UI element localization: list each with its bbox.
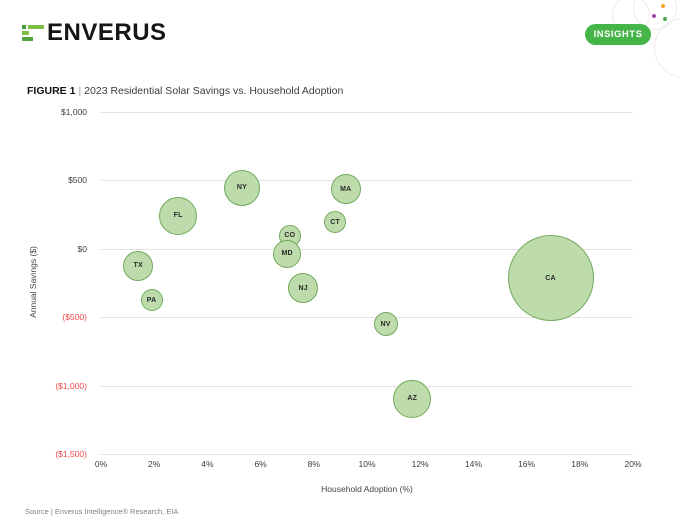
x-tick-label: 16% <box>518 459 536 469</box>
bubble-label: CA <box>545 274 556 282</box>
gridline <box>101 317 633 319</box>
bubble-ma[interactable]: MA <box>330 174 361 205</box>
bubble-ct[interactable]: CT <box>324 211 347 234</box>
x-tick-label: 10% <box>358 459 376 469</box>
gridline <box>101 385 633 387</box>
gridline <box>101 454 633 455</box>
bubble-fl[interactable]: FL <box>159 196 198 235</box>
bubble-az[interactable]: AZ <box>393 379 432 418</box>
y-tick-label: ($1,500) <box>55 449 87 459</box>
y-tick-label: ($1,000) <box>55 380 87 391</box>
bubble-nv[interactable]: NV <box>373 312 398 337</box>
decor-dot-purple <box>652 14 656 18</box>
bubble-label: NJ <box>298 284 308 292</box>
decor-dot-green <box>663 17 667 21</box>
figure-label: FIGURE 1 <box>27 85 76 97</box>
y-tick-label: $1,000 <box>61 107 87 117</box>
bubble-label: MA <box>340 185 352 193</box>
bubble-tx[interactable]: TX <box>123 250 154 281</box>
bubble-label: FL <box>173 212 183 220</box>
bubble-label: TX <box>133 262 143 270</box>
decor-dot-orange <box>661 4 665 8</box>
bubble-label: MD <box>281 250 293 258</box>
figure-title: FIGURE 1 | 2023 Residential Solar Savings … <box>27 85 343 97</box>
bubble-ca[interactable]: CA <box>507 235 594 322</box>
bubble-label: CT <box>330 218 340 226</box>
x-tick-label: 8% <box>307 459 320 469</box>
enverus-logo: ENVERUS <box>22 21 167 45</box>
y-tick-label: $0 <box>77 243 87 254</box>
x-tick-label: 14% <box>464 459 482 469</box>
x-tick-label: 18% <box>571 459 589 469</box>
bubble-label: NV <box>380 320 391 328</box>
bubble-label: AZ <box>407 395 418 403</box>
bubble-nj[interactable]: NJ <box>288 273 319 304</box>
x-tick-label: 4% <box>201 459 214 469</box>
bubble-label: NY <box>236 184 248 192</box>
bubble-label: PA <box>146 296 157 304</box>
gridline <box>101 248 633 250</box>
x-axis-title: Household Adoption (%) <box>321 484 413 494</box>
y-tick-label: $500 <box>68 175 87 186</box>
bubble-label: CO <box>284 232 296 240</box>
x-tick-label: 2% <box>148 459 161 469</box>
y-axis-title: Annual Savings ($) <box>28 246 38 318</box>
gridline <box>101 112 633 113</box>
gridline <box>101 180 633 182</box>
bubble-pa[interactable]: PA <box>140 289 163 312</box>
x-tick-label: 0% <box>94 459 108 469</box>
x-tick-label: 6% <box>254 459 267 469</box>
x-tick-label: 12% <box>411 459 429 469</box>
figure-title-text: 2023 Residential Solar Savings vs. House… <box>84 85 344 97</box>
x-tick-label: 20% <box>624 459 642 469</box>
logo-wordmark: ENVERUS <box>47 19 167 46</box>
figure-separator: | <box>78 85 82 97</box>
source-note: Source | Enverus Intelligence® Research,… <box>25 507 179 516</box>
insights-button[interactable]: INSIGHTS <box>585 24 651 45</box>
bubble-ny[interactable]: NY <box>223 169 260 206</box>
bubble-md[interactable]: MD <box>273 239 302 268</box>
enverus-logo-dashes-icon <box>22 25 44 41</box>
y-tick-label: ($500) <box>62 312 87 323</box>
